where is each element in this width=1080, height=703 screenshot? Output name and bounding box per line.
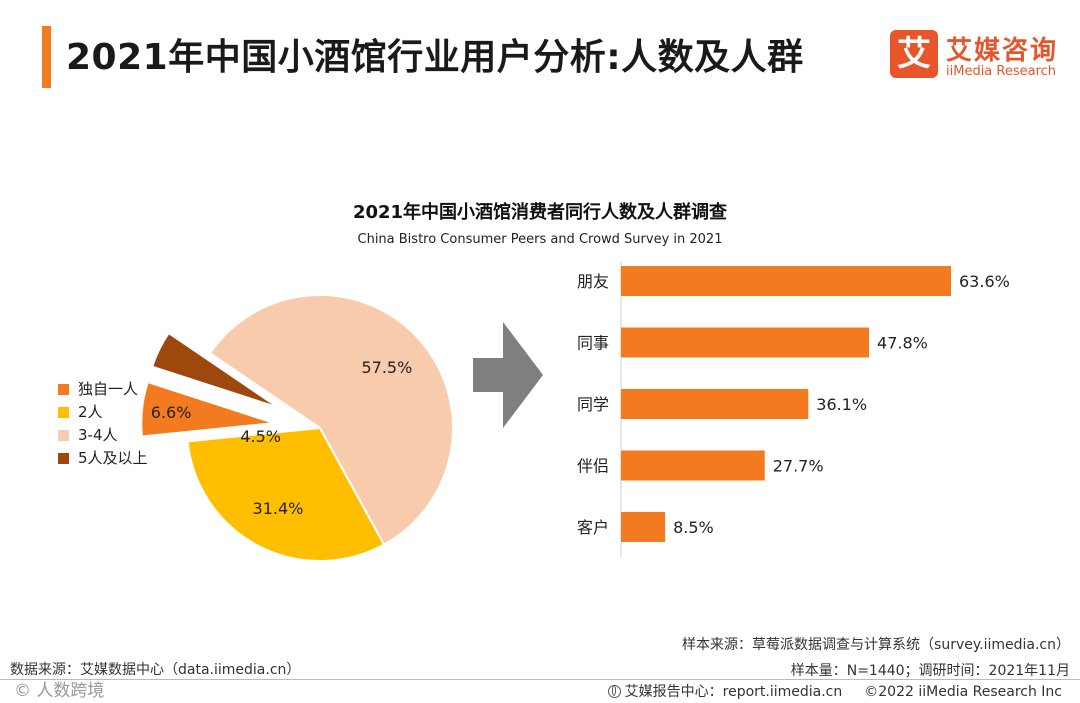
sample-info: 样本来源：草莓派数据调查与计算系统（survey.iimedia.cn） 样本量… — [682, 632, 1070, 684]
arrow-right-icon — [473, 322, 543, 428]
logo-subtitle: iiMedia Research — [946, 64, 1057, 79]
bar-value-label: 47.8% — [877, 334, 928, 353]
legend-swatch — [58, 453, 69, 464]
legend-label: 3-4人 — [78, 426, 118, 444]
chart-title: 2021年中国小酒馆消费者同行人数及人群调查 — [352, 202, 728, 223]
pie-chart: 6.6% 31.4% 57.5% 4.5% — [140, 294, 454, 562]
legend-label: 独自一人 — [78, 380, 139, 398]
report-center-link[interactable]: 艾媒报告中心：report.iimedia.cn — [624, 684, 843, 700]
bar — [621, 389, 809, 419]
bar — [621, 266, 951, 296]
bar-value-label: 36.1% — [816, 395, 867, 414]
bar-value-label: 8.5% — [673, 518, 714, 537]
legend-swatch — [58, 384, 69, 395]
globe-icon — [607, 685, 621, 698]
bar-category-label: 朋友 — [577, 272, 609, 291]
pie-value-label: 57.5% — [361, 358, 412, 377]
bar-value-label: 27.7% — [773, 457, 824, 476]
pie-slice — [140, 380, 275, 438]
chart-subtitle: China Bistro Consumer Peers and Crowd Su… — [357, 232, 723, 247]
pie-value-label: 31.4% — [253, 499, 304, 518]
sample-source: 样本来源：草莓派数据调查与计算系统（survey.iimedia.cn） — [682, 637, 1070, 653]
legend-item: 独自一人 — [58, 378, 148, 401]
copyright: ©2022 iiMedia Research Inc — [864, 684, 1062, 700]
watermark: © 人数跨境 — [14, 681, 105, 701]
iimedia-logo[interactable]: 艾 艾媒咨询 iiMedia Research — [890, 30, 1070, 86]
page-title: 2021年中国小酒馆行业用户分析:人数及人群 — [66, 37, 804, 78]
pie-legend: 独自一人 2人 3-4人 5人及以上 — [58, 378, 148, 470]
pie-slice — [150, 331, 280, 409]
legend-item: 3-4人 — [58, 424, 148, 447]
pie-value-label: 6.6% — [151, 403, 192, 422]
bar — [621, 327, 870, 358]
pie-value-label: 4.5% — [240, 427, 281, 446]
legend-item: 5人及以上 — [58, 447, 148, 470]
logo-name: 艾媒咨询 — [946, 36, 1059, 66]
bar-chart: 朋友 63.6% 同事 47.8% 同学 36.1% 伴侣 27.7% 客户 8.5% — [473, 262, 1010, 558]
logo-badge-icon: 艾 — [890, 30, 938, 78]
footer-credits: 艾媒报告中心：report.iimedia.cn ©2022 iiMedia Re… — [607, 681, 1062, 701]
sample-size: 样本量：N=1440；调研时间：2021年11月 — [790, 663, 1070, 679]
legend-swatch — [58, 407, 69, 418]
pie-slice — [186, 426, 386, 562]
data-source: 数据来源：艾媒数据中心（data.iimedia.cn） — [10, 662, 301, 678]
bar — [621, 450, 765, 481]
bar-category-label: 同学 — [577, 395, 609, 414]
legend-swatch — [58, 430, 69, 441]
legend-item: 2人 — [58, 401, 148, 424]
legend-label: 2人 — [78, 403, 103, 421]
bar-category-label: 客户 — [577, 518, 609, 537]
footer-divider — [0, 679, 1080, 680]
bar — [621, 512, 666, 542]
title-accent-bar — [42, 26, 51, 88]
legend-label: 5人及以上 — [78, 449, 148, 467]
bar-category-label: 同事 — [577, 334, 609, 353]
bar-category-label: 伴侣 — [577, 457, 609, 476]
pie-slice — [208, 294, 454, 546]
bar-value-label: 63.6% — [959, 272, 1010, 291]
